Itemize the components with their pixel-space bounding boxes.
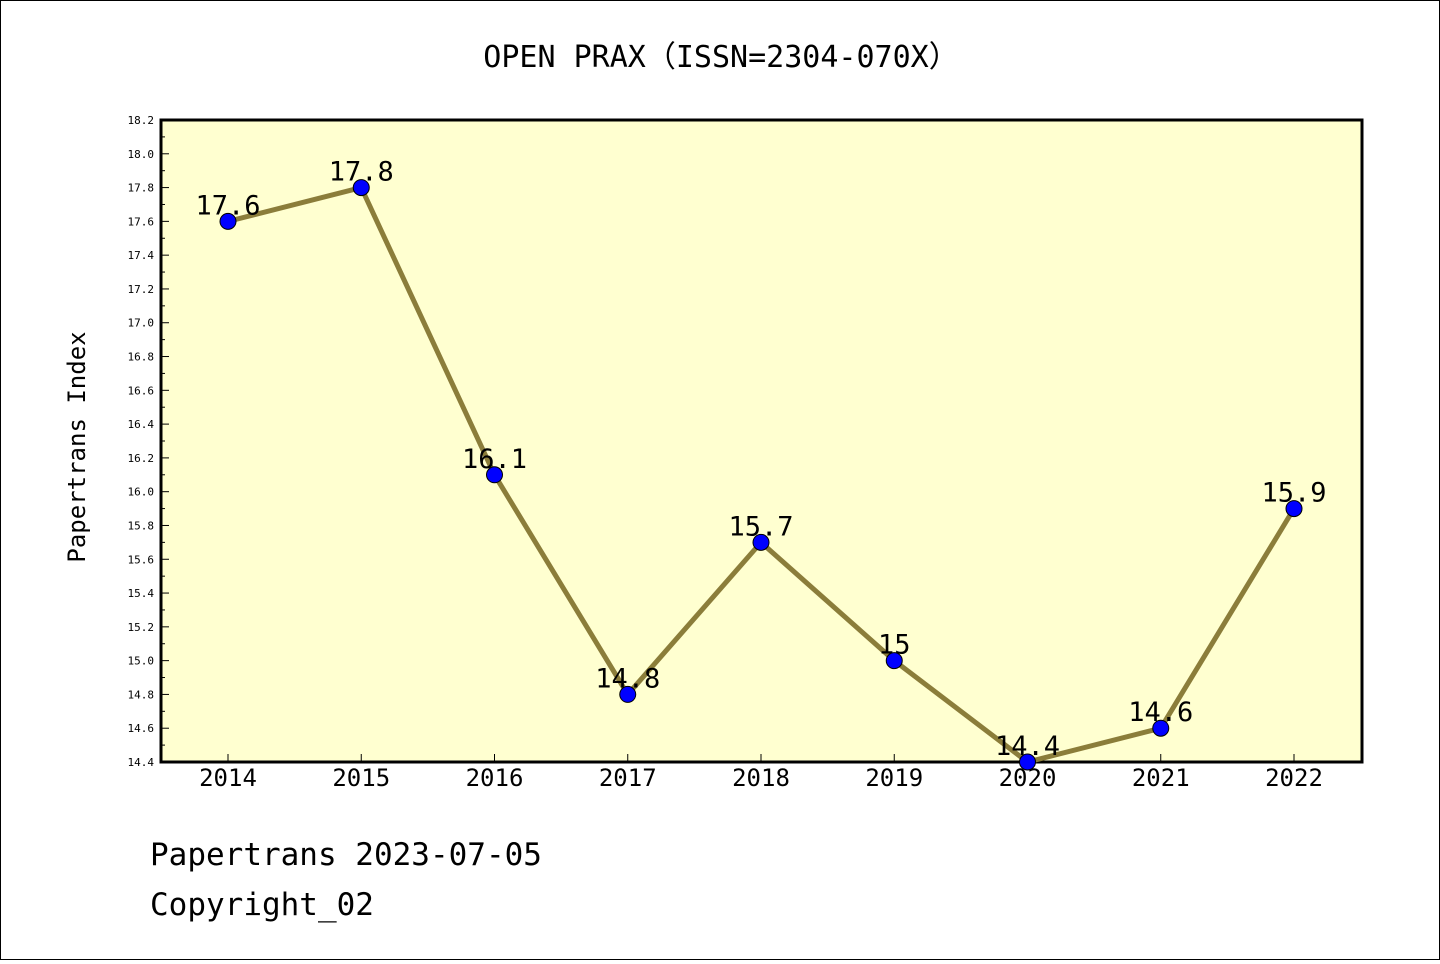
y-tick-label: 16.8	[128, 351, 155, 364]
x-tick-label: 2017	[599, 764, 657, 792]
x-axis: 2014 2015 2016 2017 2018 2019 2020 2021 2022	[199, 754, 1323, 792]
data-point	[885, 652, 903, 670]
data-labels: 17.6 17.8 16.1 14.8 15.7 15 14.4 14.6 15.9	[195, 157, 1326, 762]
data-point	[352, 179, 370, 197]
plot-area	[159, 118, 1364, 764]
data-label: 16.1	[462, 444, 527, 475]
y-tick-label: 15.4	[128, 587, 155, 600]
y-tick-label: 16.6	[128, 384, 155, 397]
data-point	[219, 212, 237, 230]
y-tick-label: 14.6	[128, 722, 155, 735]
chart-title: OPEN PRAX（ISSN=2304-070X）	[483, 40, 958, 75]
y-axis-label: Papertrans Index	[63, 331, 91, 562]
x-tick-label: 2014	[199, 764, 257, 792]
data-point	[619, 685, 637, 703]
x-tick-label: 2015	[332, 764, 390, 792]
y-tick-label: 17.0	[128, 317, 155, 330]
y-tick-label: 15.2	[128, 621, 155, 634]
y-tick-label: 17.4	[128, 249, 155, 262]
y-tick-label: 15.6	[128, 553, 155, 566]
y-tick-label: 16.2	[128, 452, 155, 465]
data-point	[1285, 500, 1303, 518]
data-point	[486, 466, 503, 484]
data-label: 17.8	[329, 157, 394, 188]
data-point	[1019, 753, 1036, 771]
x-tick-label: 2021	[1132, 764, 1190, 792]
y-tick-label: 18.2	[128, 114, 155, 127]
data-label: 15	[878, 630, 911, 661]
data-label: 14.8	[595, 663, 660, 694]
series-markers	[219, 179, 1303, 771]
data-label: 17.6	[195, 190, 260, 221]
x-tick-label: 2022	[1265, 764, 1323, 792]
y-tick-label: 16.0	[128, 486, 155, 499]
x-tick-label: 2016	[466, 764, 524, 792]
x-tick-label: 2018	[732, 764, 790, 792]
y-tick-label: 14.8	[128, 688, 155, 701]
data-point	[1152, 719, 1170, 737]
footer-date: Papertrans 2023-07-05	[150, 837, 542, 873]
footer-copyright: Copyright_02	[150, 887, 374, 923]
y-tick-label: 17.2	[128, 283, 155, 296]
data-label: 14.6	[1128, 697, 1193, 728]
y-tick-label: 17.6	[128, 215, 155, 228]
x-tick-label: 2019	[865, 764, 923, 792]
y-tick-label: 18.0	[128, 148, 155, 161]
data-point	[752, 533, 770, 551]
data-label: 15.7	[728, 511, 793, 542]
y-axis: 14.4 14.6 14.8 15.0 15.2 15.4 15.6 15.8 16.0 16.2…	[128, 114, 169, 769]
y-tick-label: 14.4	[128, 756, 155, 769]
y-tick-label: 17.8	[128, 182, 155, 195]
data-label: 15.9	[1261, 478, 1326, 509]
y-tick-label: 16.4	[128, 418, 155, 431]
y-tick-label: 15.8	[128, 519, 155, 532]
y-tick-label: 15.0	[128, 655, 155, 668]
data-label: 14.4	[995, 731, 1060, 762]
